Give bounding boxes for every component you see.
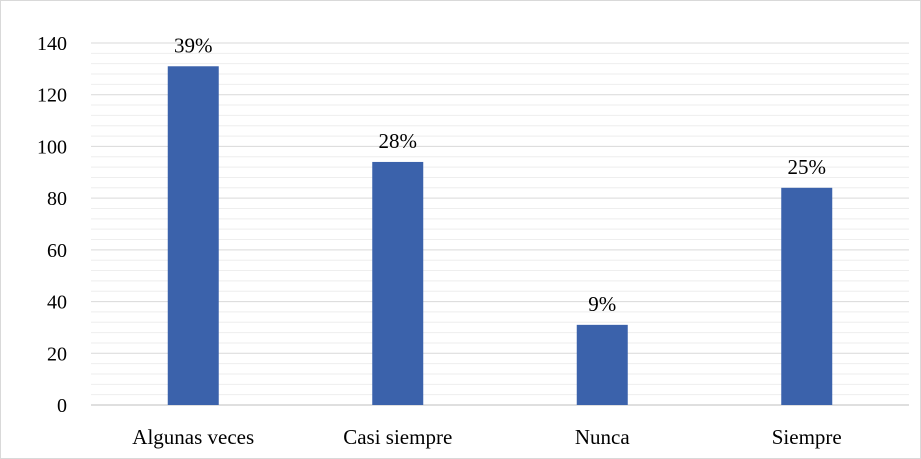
bar [372, 161, 424, 405]
bar [167, 66, 219, 406]
y-tick-label: 0 [57, 395, 67, 417]
y-tick-label: 40 [47, 292, 67, 314]
bars [167, 66, 833, 406]
y-tick-label: 60 [47, 240, 67, 262]
data-labels: 39% 28% 9% 25% [174, 33, 826, 316]
bar-data-label: 25% [788, 155, 827, 179]
x-axis-category-labels: Algunas veces Casi siempre Nunca Siempre [132, 425, 841, 449]
bar [781, 187, 833, 405]
bar-data-label: 9% [588, 292, 616, 316]
x-category-label: Nunca [575, 425, 630, 449]
x-category-label: Algunas veces [132, 425, 254, 449]
x-category-label: Siempre [772, 425, 842, 449]
y-tick-label: 80 [47, 188, 67, 210]
y-tick-label: 100 [37, 136, 67, 158]
bar-data-label: 39% [174, 33, 213, 57]
y-axis-tick-labels: 0 20 40 60 80 100 120 140 [37, 33, 67, 417]
bar [576, 324, 628, 405]
bar-data-label: 28% [379, 129, 418, 153]
y-tick-label: 20 [47, 343, 67, 365]
x-category-label: Casi siempre [343, 425, 452, 449]
gridlines [91, 42, 909, 406]
y-tick-label: 120 [37, 85, 67, 107]
y-tick-label: 140 [37, 33, 67, 55]
